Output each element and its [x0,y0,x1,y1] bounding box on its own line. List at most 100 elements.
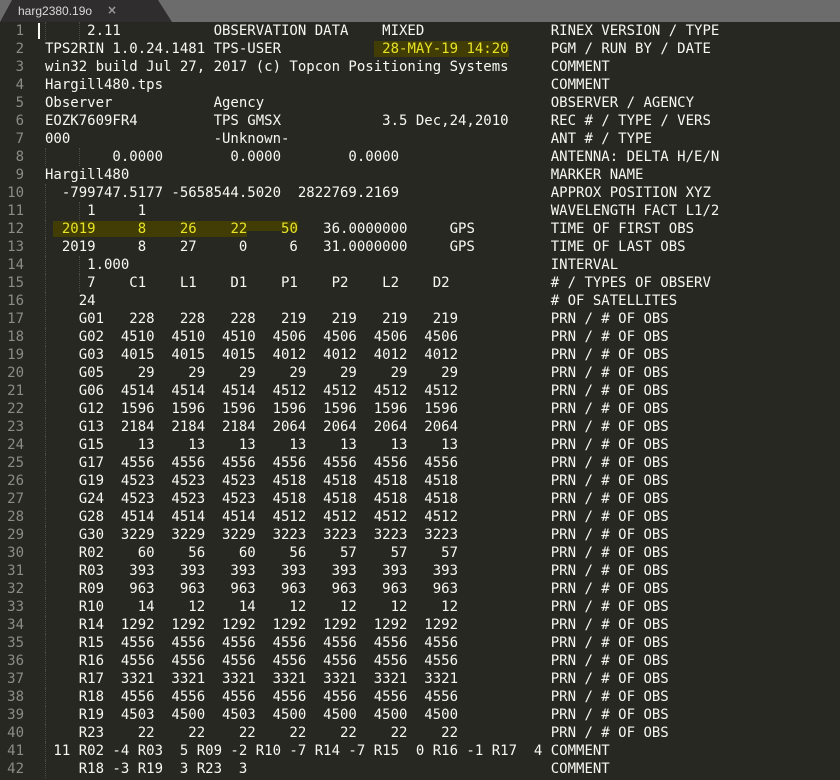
code-line[interactable]: 29 G30 3229 3229 3229 3223 3223 3223 322… [0,526,840,544]
code-line[interactable]: 34 R14 1292 1292 1292 1292 1292 1292 129… [0,616,840,634]
code-line[interactable]: 2 TPS2RIN 1.0.24.1481 TPS-USER 28-MAY-19 … [0,40,840,58]
indent-guide [45,400,46,418]
code-content[interactable]: 11 R02 -4 R03 5 R09 -2 R10 -7 R14 -7 R15… [45,742,840,760]
code-line[interactable]: 7 000 -Unknown- ANT # / TYPE [0,130,840,148]
code-line[interactable]: 21 G06 4514 4514 4514 4512 4512 4512 451… [0,382,840,400]
code-content[interactable]: G03 4015 4015 4015 4012 4012 4012 4012 P… [45,346,840,364]
code-line[interactable]: 32 R09 963 963 963 963 963 963 963 PRN /… [0,580,840,598]
line-number: 26 [7,473,24,489]
code-content[interactable]: R16 4556 4556 4556 4556 4556 4556 4556 P… [45,652,840,670]
code-line[interactable]: 35 R15 4556 4556 4556 4556 4556 4556 455… [0,634,840,652]
code-line[interactable]: 23 G13 2184 2184 2184 2064 2064 2064 206… [0,418,840,436]
padding [129,167,550,183]
code-content[interactable]: R02 60 56 60 56 57 57 57 PRN / # OF OBS [45,544,840,562]
code-line[interactable]: 4 Hargill480.tps COMMENT [0,76,840,94]
code-content[interactable]: 2.11 OBSERVATION DATA MIXED RINEX VERSIO… [38,22,840,40]
code-content[interactable]: 000 -Unknown- ANT # / TYPE [45,130,840,148]
code-line[interactable]: 17 G01 228 228 228 219 219 219 219 PRN /… [0,310,840,328]
code-content[interactable]: R18 -3 R19 3 R23 3 COMMENT [45,760,840,778]
code-line[interactable]: 16 24 # OF SATELLITES [0,292,840,310]
code-line[interactable]: 37 R17 3321 3321 3321 3321 3321 3321 332… [0,670,840,688]
code-line[interactable]: 19 G03 4015 4015 4015 4012 4012 4012 401… [0,346,840,364]
code-content[interactable]: R17 3321 3321 3321 3321 3321 3321 3321 P… [45,670,840,688]
code-line[interactable]: 39 R19 4503 4500 4503 4500 4500 4500 450… [0,706,840,724]
code-content[interactable]: R15 4556 4556 4556 4556 4556 4556 4556 P… [45,634,840,652]
code-content[interactable]: G02 4510 4510 4510 4506 4506 4506 4506 P… [45,328,840,346]
line-number: 38 [7,689,24,705]
code-content[interactable]: G05 29 29 29 29 29 29 29 PRN / # OF OBS [45,364,840,382]
header-label: COMMENT [550,77,610,93]
code-line[interactable]: 13 2019 8 27 0 6 31.0000000 GPS TIME OF … [0,238,840,256]
code-line[interactable]: 14 1.000 INTERVAL [0,256,840,274]
code-content[interactable]: G17 4556 4556 4556 4556 4556 4556 4556 P… [45,454,840,472]
code-line[interactable]: 31 R03 393 393 393 393 393 393 393 PRN /… [0,562,840,580]
code-content[interactable]: R03 393 393 393 393 393 393 393 PRN / # … [45,562,840,580]
code-content[interactable]: 24 # OF SATELLITES [45,292,840,310]
code-content[interactable]: R14 1292 1292 1292 1292 1292 1292 1292 P… [45,616,840,634]
code-line[interactable]: 5 Observer Agency OBSERVER / AGENCY [0,94,840,112]
code-content[interactable]: win32 build Jul 27, 2017 (c) Topcon Posi… [45,58,840,76]
line-number: 25 [7,455,24,471]
code-line[interactable]: 30 R02 60 56 60 56 57 57 57 PRN / # OF O… [0,544,840,562]
tab-close-icon[interactable]: × [107,3,118,17]
code-line[interactable]: 3 win32 build Jul 27, 2017 (c) Topcon Pos… [0,58,840,76]
code-content[interactable]: Observer Agency OBSERVER / AGENCY [45,94,840,112]
code-content[interactable]: G19 4523 4523 4523 4518 4518 4518 4518 P… [45,472,840,490]
code-content[interactable]: G12 1596 1596 1596 1596 1596 1596 1596 P… [45,400,840,418]
code-line[interactable]: 27 G24 4523 4523 4523 4518 4518 4518 451… [0,490,840,508]
line-number: 6 [15,113,24,129]
editor-text-area[interactable]: 1 2.11 OBSERVATION DATA MIXED RINEX VERS… [0,22,840,778]
code-content[interactable]: R10 14 12 14 12 12 12 12 PRN / # OF OBS [45,598,840,616]
code-line[interactable]: 28 G28 4514 4514 4514 4512 4512 4512 451… [0,508,840,526]
code-content[interactable]: TPS2RIN 1.0.24.1481 TPS-USER 28-MAY-19 1… [45,40,840,58]
code-content[interactable]: R19 4503 4500 4503 4500 4500 4500 4500 P… [45,706,840,724]
code-content[interactable]: R23 22 22 22 22 22 22 22 PRN / # OF OBS [45,724,840,742]
line-number: 7 [15,131,24,147]
header-label: PRN / # OF OBS [550,563,669,579]
code-line[interactable]: 10 -799747.5177 -5658544.5020 2822769.21… [0,184,840,202]
code-content[interactable]: 2019 8 27 0 6 31.0000000 GPS TIME OF LAS… [45,238,840,256]
code-content[interactable]: R18 4556 4556 4556 4556 4556 4556 4556 P… [45,688,840,706]
code-line[interactable]: 1 2.11 OBSERVATION DATA MIXED RINEX VERS… [0,22,840,40]
code-line[interactable]: 40 R23 22 22 22 22 22 22 22 PRN / # OF O… [0,724,840,742]
code-content[interactable]: -799747.5177 -5658544.5020 2822769.2169 … [45,184,840,202]
code-content[interactable]: EOZK7609FR4 TPS GMSX 3.5 Dec,24,2010 REC… [45,112,840,130]
code-content[interactable]: G06 4514 4514 4514 4512 4512 4512 4512 P… [45,382,840,400]
code-content[interactable]: 1.000 INTERVAL [45,256,840,274]
code-line[interactable]: 36 R16 4556 4556 4556 4556 4556 4556 455… [0,652,840,670]
code-text: Observer Agency [45,95,265,111]
code-line[interactable]: 9 Hargill480 MARKER NAME [0,166,840,184]
code-line[interactable]: 12 2019 8 26 22 50 36.0000000 GPS TIME O… [0,220,840,238]
indent-guide [78,202,80,220]
code-line[interactable]: 8 0.0000 0.0000 0.0000 ANTENNA: DELTA H/… [0,148,840,166]
header-label: PRN / # OF OBS [550,653,669,669]
code-content[interactable]: Hargill480.tps COMMENT [45,76,840,94]
code-line[interactable]: 20 G05 29 29 29 29 29 29 29 PRN / # OF O… [0,364,840,382]
code-line[interactable]: 6 EOZK7609FR4 TPS GMSX 3.5 Dec,24,2010 RE… [0,112,840,130]
code-content[interactable]: R09 963 963 963 963 963 963 963 PRN / # … [45,580,840,598]
code-text: R15 4556 4556 4556 4556 4556 4556 4556 [45,635,459,651]
code-line[interactable]: 25 G17 4556 4556 4556 4556 4556 4556 455… [0,454,840,472]
code-content[interactable]: 0.0000 0.0000 0.0000 ANTENNA: DELTA H/E/… [45,148,840,166]
code-content[interactable]: G28 4514 4514 4514 4512 4512 4512 4512 P… [45,508,840,526]
code-content[interactable]: 7 C1 L1 D1 P1 P2 L2 D2 # / TYPES OF OBSE… [45,274,840,292]
code-content[interactable]: G24 4523 4523 4523 4518 4518 4518 4518 P… [45,490,840,508]
code-line[interactable]: 42 R18 -3 R19 3 R23 3 COMMENT [0,760,840,778]
code-content[interactable]: Hargill480 MARKER NAME [45,166,840,184]
code-line[interactable]: 41 11 R02 -4 R03 5 R09 -2 R10 -7 R14 -7 … [0,742,840,760]
code-content[interactable]: G01 228 228 228 219 219 219 219 PRN / # … [45,310,840,328]
code-line[interactable]: 15 7 C1 L1 D1 P1 P2 L2 D2 # / TYPES OF O… [0,274,840,292]
code-line[interactable]: 26 G19 4523 4523 4523 4518 4518 4518 451… [0,472,840,490]
code-content[interactable]: 2019 8 26 22 50 36.0000000 GPS TIME OF F… [45,220,840,238]
code-line[interactable]: 24 G15 13 13 13 13 13 13 13 PRN / # OF O… [0,436,840,454]
code-line[interactable]: 38 R18 4556 4556 4556 4556 4556 4556 455… [0,688,840,706]
code-content[interactable]: G13 2184 2184 2184 2064 2064 2064 2064 P… [45,418,840,436]
code-line[interactable]: 11 1 1 WAVELENGTH FACT L1/2 [0,202,840,220]
tab-harg2380-19o[interactable]: harg2380.19o × [0,0,172,22]
code-line[interactable]: 18 G02 4510 4510 4510 4506 4506 4506 450… [0,328,840,346]
code-line[interactable]: 33 R10 14 12 14 12 12 12 12 PRN / # OF O… [0,598,840,616]
code-content[interactable]: 1 1 WAVELENGTH FACT L1/2 [45,202,840,220]
code-line[interactable]: 22 G12 1596 1596 1596 1596 1596 1596 159… [0,400,840,418]
code-content[interactable]: G15 13 13 13 13 13 13 13 PRN / # OF OBS [45,436,840,454]
code-content[interactable]: G30 3229 3229 3229 3223 3223 3223 3223 P… [45,526,840,544]
